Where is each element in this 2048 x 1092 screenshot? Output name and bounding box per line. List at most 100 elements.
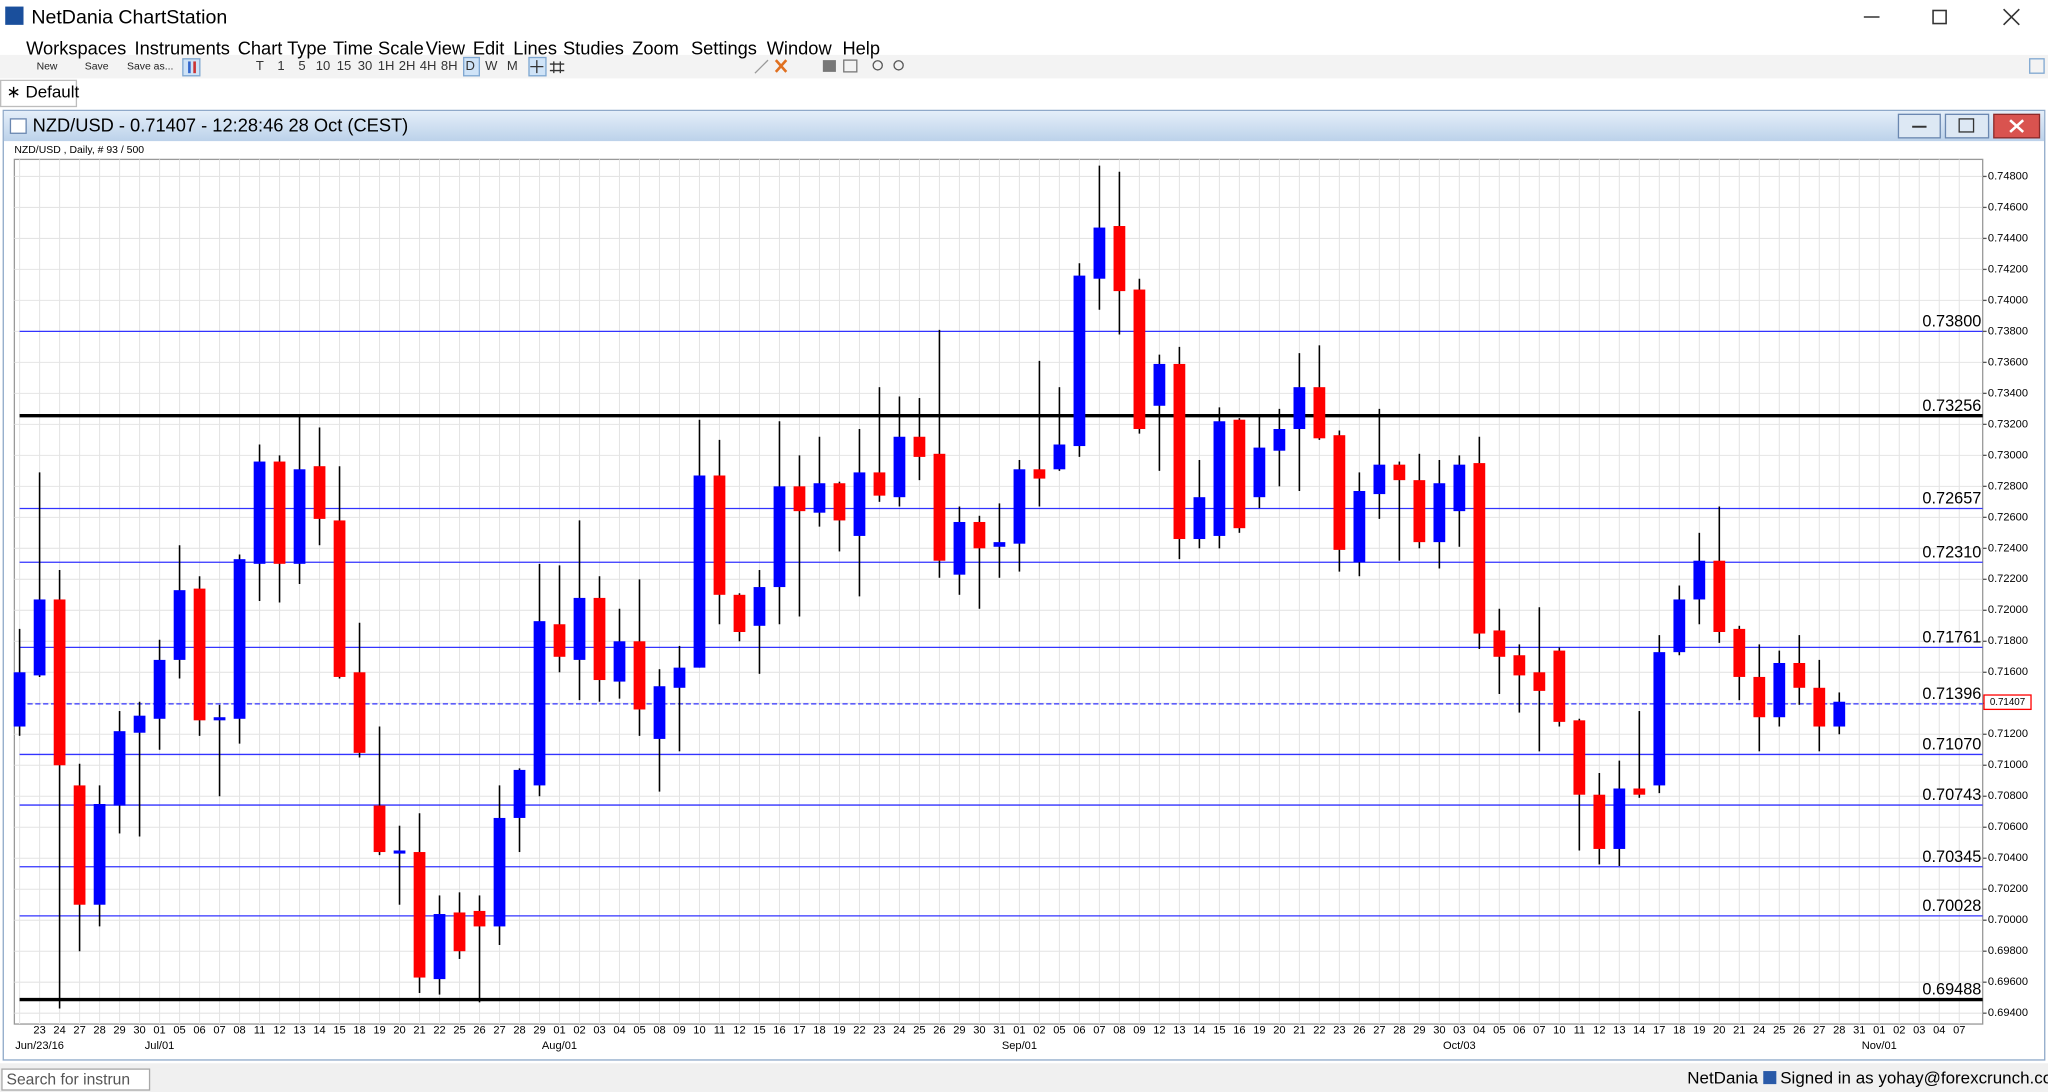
toolbar-icon[interactable] (843, 59, 858, 73)
timescale-button[interactable]: 1H (378, 58, 395, 73)
timescale-button[interactable]: W (485, 58, 498, 73)
timescale-button[interactable]: 4H (420, 58, 437, 73)
timescale-button[interactable]: D (465, 58, 474, 73)
menu-item[interactable]: Help (842, 38, 880, 59)
candle-body (1033, 469, 1046, 479)
tab[interactable] (0, 79, 78, 108)
toolbar-icon[interactable] (2029, 58, 2045, 74)
menu-item[interactable]: Instruments (135, 38, 230, 59)
candle-body (1293, 387, 1306, 430)
x-tick-label: 06 (1513, 1025, 1525, 1037)
timescale-button[interactable]: 10 (316, 58, 331, 73)
toolbar-icon[interactable] (872, 60, 883, 71)
timescale-button[interactable]: M (507, 58, 518, 73)
x-tick-label: 26 (473, 1025, 485, 1037)
search-placeholder[interactable]: Search for instrun (7, 1071, 131, 1088)
toolbar-icon[interactable] (530, 60, 544, 74)
candle-body (213, 717, 226, 721)
toolbar-button[interactable]: New (37, 61, 58, 72)
x-tick-label: 03 (1913, 1025, 1925, 1037)
x-tick-label: 05 (1053, 1025, 1065, 1037)
restore-button[interactable] (1932, 9, 1947, 25)
x-tick-label: 07 (213, 1025, 225, 1037)
menu-item[interactable]: Studies (563, 38, 624, 59)
menu-item[interactable]: Lines (513, 38, 557, 59)
candle-body (1013, 469, 1026, 544)
candle-body (1133, 289, 1146, 430)
x-tick-label: 18 (353, 1025, 365, 1037)
x-tick-label: 12 (1153, 1025, 1165, 1037)
x-tick-label: 22 (1313, 1025, 1325, 1037)
candle-body (1253, 447, 1266, 498)
candle-body (813, 483, 826, 513)
toolbar-icon[interactable] (822, 60, 836, 72)
candle-body (773, 486, 786, 588)
toolbar-bg (0, 54, 2048, 79)
timescale-button[interactable]: 30 (358, 58, 373, 73)
level-label: 0.72657 (1922, 490, 1981, 508)
candle-body (1093, 227, 1106, 279)
toolbar-icon[interactable] (549, 61, 565, 74)
x-tick-label: 26 (933, 1025, 945, 1037)
toolbar-button[interactable]: Save as... (127, 61, 173, 72)
candle-body (1233, 419, 1246, 529)
candle-body (833, 483, 846, 521)
x-tick-label: 14 (313, 1025, 325, 1037)
x-tick-label: 12 (1593, 1025, 1605, 1037)
toolbar-icon[interactable] (754, 59, 769, 74)
x-tick-label: 06 (1073, 1025, 1085, 1037)
candle-body (573, 597, 586, 660)
x-tick-label: 11 (254, 1025, 266, 1037)
timescale-button[interactable]: 15 (337, 58, 352, 73)
candle-body (733, 594, 746, 633)
tab-label[interactable]: ∗ Default (7, 82, 80, 101)
candle-body (1593, 794, 1606, 849)
x-tick-label: 25 (453, 1025, 465, 1037)
signed-in: Signed in as yohay@forexcrunch.com (1780, 1068, 2048, 1087)
toolbar-icon[interactable] (893, 60, 904, 71)
candle-body (873, 472, 886, 496)
x-tick-label: 11 (714, 1025, 726, 1037)
x-tick-label: 01 (153, 1025, 165, 1037)
x-tick-label: 24 (53, 1025, 65, 1037)
toolbar-icon[interactable] (182, 58, 201, 77)
close-button[interactable] (2003, 8, 2020, 26)
x-tick-label: 07 (1093, 1025, 1105, 1037)
timescale-highlight (463, 56, 480, 77)
timescale-button[interactable]: 5 (298, 58, 305, 73)
x-tick-label: 13 (1173, 1025, 1185, 1037)
timescale-button[interactable]: 8H (441, 58, 458, 73)
toolbar-button[interactable]: Save (85, 61, 109, 72)
x-tick-label: 30 (973, 1025, 985, 1037)
candle-body (253, 461, 266, 564)
chart-window-title: NZD/USD - 0.71407 - 12:28:46 28 Oct (CES… (33, 115, 409, 136)
timescale-button[interactable]: 2H (399, 58, 416, 73)
menu-item[interactable]: Zoom (632, 38, 679, 59)
menu-item[interactable]: Workspaces (26, 38, 126, 59)
candle-body (1573, 720, 1586, 795)
x-tick-label: 29 (533, 1025, 545, 1037)
level-label: 0.70345 (1922, 848, 1981, 866)
x-tick-label: 21 (1293, 1025, 1305, 1037)
toolbar-icon[interactable] (774, 59, 788, 73)
menu-item[interactable]: Chart Type (238, 38, 327, 59)
x-tick-label: 25 (1773, 1025, 1785, 1037)
search-box[interactable] (1, 1068, 151, 1091)
menu-item[interactable]: Time Scale (333, 38, 424, 59)
menu-item[interactable]: Settings (691, 38, 757, 59)
candle-body (1353, 490, 1366, 563)
menu-item[interactable]: Edit (473, 38, 504, 59)
candle-body (1273, 429, 1286, 451)
candle-body (1733, 628, 1746, 677)
menu-item[interactable]: Window (767, 38, 833, 59)
y-tick-label: 0.70200 (1988, 883, 2028, 895)
candle-body (433, 914, 446, 980)
menu-item[interactable]: View (426, 38, 466, 59)
candle-body (673, 667, 686, 688)
timescale-button[interactable]: 1 (277, 58, 284, 73)
timescale-button[interactable]: T (256, 58, 264, 73)
candle-body (1373, 464, 1386, 495)
chart-restore[interactable] (1944, 113, 1990, 139)
x-tick-label: 09 (673, 1025, 685, 1037)
x-tick-label: 04 (613, 1025, 625, 1037)
